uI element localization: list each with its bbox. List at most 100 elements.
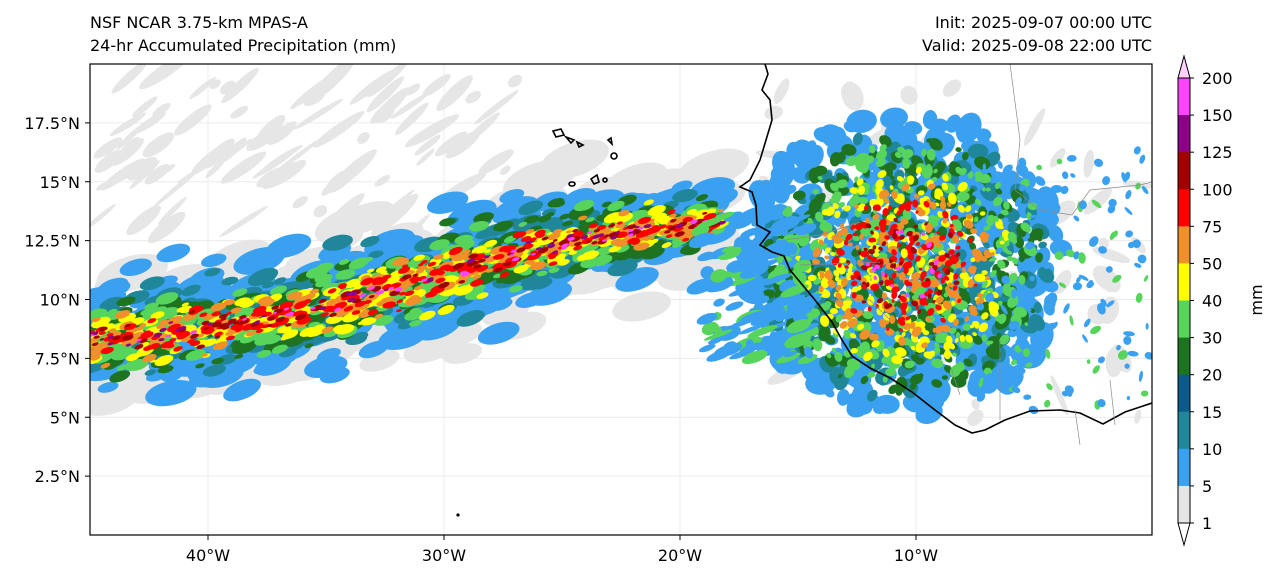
light-rain-patch [313,111,365,148]
light-rain-patch [142,132,175,158]
colorbar-tick-label: 200 [1202,69,1233,88]
light-rain-patch [303,89,326,107]
valid-time: Valid: 2025-09-08 22:00 UTC [921,36,1152,55]
colorbar-tick-label: 10 [1202,440,1222,459]
rain-cell [689,177,736,201]
light-rain-patch [153,166,203,208]
light-rain-patch [971,399,980,410]
rain-cell [515,292,545,308]
light-rain-patch [220,137,247,163]
rain-cell [161,370,183,382]
rain-cell [231,356,258,370]
precipitation-field [90,64,1152,427]
light-rain-patch [99,158,145,191]
light-rain-patch [292,195,308,209]
colorbar-tick-label: 15 [1202,403,1222,422]
rain-cell [119,258,152,277]
colorbar-tick-label: 5 [1202,477,1212,496]
light-rain-patch [191,143,229,174]
rain-cell [653,190,674,202]
light-rain-patch [93,137,123,159]
colorbar-segment [1178,263,1190,301]
colorbar-unit-label: mm [1247,284,1266,315]
light-rain-patch [474,89,519,125]
light-rain-patch [422,73,451,97]
light-rain-patch [1083,149,1095,178]
light-rain-patch [464,112,500,144]
light-rain-patch [404,114,460,148]
light-rain-patch [416,148,435,166]
light-rain-patch [434,131,468,157]
light-rain-patch [414,134,441,156]
colorbar-segment [1178,189,1190,227]
light-rain-patch [1084,187,1112,215]
light-rain-patch [126,205,161,236]
light-rain-patch [405,83,421,96]
light-rain-patch [764,105,783,120]
light-rain-patch [465,90,482,104]
light-rain-patch [132,96,158,118]
light-rain-patch [967,409,984,427]
light-rain-patch [219,206,268,238]
colorbar-tick-label: 20 [1202,366,1222,385]
light-rain-patch [312,64,355,100]
light-rain-patch [174,104,212,136]
light-rain-patch [1023,108,1046,146]
light-rain-patch [500,165,511,175]
colorbar-segment [1178,448,1190,487]
rain-cell [266,233,312,259]
colorbar-tick-label: 125 [1202,143,1233,162]
colorbar-segment [1178,226,1190,264]
light-rain-patch [773,78,790,104]
light-rain-patch [144,164,170,185]
colorbar-segment [1178,485,1190,524]
light-rain-patch [271,137,322,177]
light-rain-patch [147,211,186,244]
light-rain-patch [256,167,285,188]
light-rain-patch [294,98,344,130]
model-title: NSF NCAR 3.75-km MPAS-A [90,13,308,32]
colorbar-tick-label: 1 [1202,514,1212,533]
rain-cell [145,379,197,407]
rain-cell [97,381,119,393]
light-rain-patch [205,158,226,179]
rain-cell [539,139,609,180]
colorbar-segment [1178,300,1190,338]
light-rain-patch [94,149,123,173]
light-rain-patch [313,205,328,218]
light-rain-patch [230,105,249,119]
light-rain-patch [1092,265,1121,293]
rain-cell [612,291,672,322]
light-rain-patch [127,156,158,181]
light-rain-patch [379,87,410,114]
light-rain-patch [111,64,148,94]
light-rain-patch [942,79,962,97]
colorbar-tick-label: 75 [1202,217,1222,236]
light-rain-patch [507,74,523,88]
light-rain-patch [219,80,236,95]
colorbar-tick-label: 30 [1202,329,1222,348]
light-rain-patch [220,151,267,184]
light-rain-patch [478,149,514,175]
light-rain-patch [366,76,405,113]
colorbar-max-arrow [1177,54,1191,79]
light-rain-patch [255,114,286,146]
light-rain-patch [109,112,147,137]
light-rain-patch [90,203,116,230]
light-rain-patch [221,67,259,104]
light-rain-patch [96,182,108,191]
light-rain-patch [321,176,343,196]
rain-cell [90,383,140,416]
colorbar-segment [1178,152,1190,190]
light-rain-patch [116,136,140,160]
colorbar-segment [1178,411,1190,450]
rain-cell [201,253,227,268]
light-rain-patch [394,102,429,136]
light-rain-patch [189,77,216,100]
light-rain-patch [252,152,293,179]
colorbar-segment [1178,115,1190,153]
colorbar-tick-label: 50 [1202,254,1222,273]
rain-cell [339,201,396,234]
